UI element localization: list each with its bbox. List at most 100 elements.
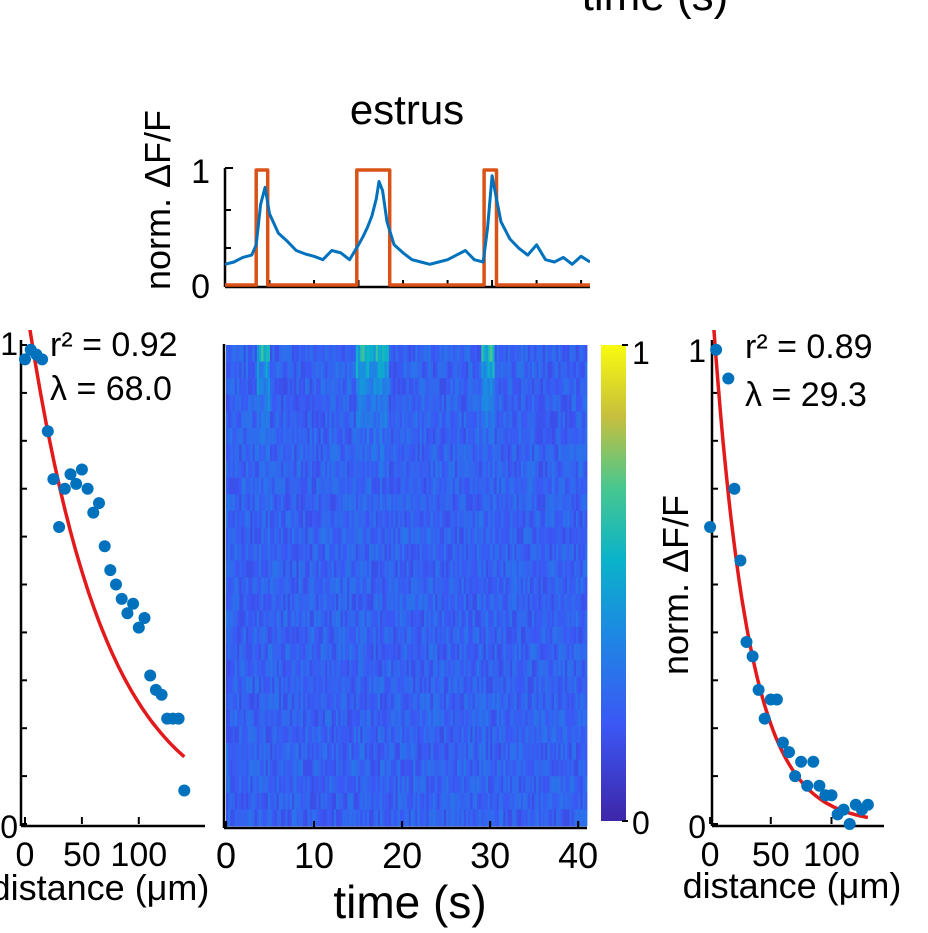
heatmap-cell (382, 693, 385, 711)
heatmap-cell (520, 593, 524, 611)
heatmap-cell (395, 577, 399, 595)
heatmap-cell (281, 593, 284, 611)
heatmap-cell (415, 394, 418, 412)
heatmap-cell (382, 726, 385, 744)
heatmap-cell (358, 427, 361, 445)
heatmap-cell (314, 477, 317, 495)
heatmap-cell (525, 494, 528, 512)
heatmap-cell (289, 660, 293, 678)
heatmap-cell (230, 560, 233, 578)
heatmap-cell (327, 809, 330, 827)
heatmap-cell (450, 626, 454, 644)
heatmap-cell (281, 626, 284, 644)
heatmap-cell (443, 593, 447, 611)
heatmap-cell (549, 743, 553, 761)
heatmap-cell (564, 477, 568, 495)
heatmap-cell (272, 693, 275, 711)
heatmap-cell (430, 693, 434, 711)
heatmap-cell (318, 660, 322, 678)
heatmap-cell (450, 676, 454, 694)
heatmap-cell (578, 378, 581, 396)
heatmap-cell (248, 477, 251, 495)
heatmap-cell (252, 709, 256, 727)
heatmap-cell (391, 809, 394, 827)
heatmap-cell (327, 394, 330, 412)
heatmap-cell (536, 361, 539, 379)
heatmap-cell (322, 743, 326, 761)
heatmap-cell (267, 444, 271, 462)
heatmap-cell (358, 560, 361, 578)
heatmap-cell (327, 643, 330, 661)
heatmap-cell (479, 411, 482, 429)
heatmap-cell (232, 676, 236, 694)
heatmap-cell (391, 610, 394, 628)
heatmap-xtick-label: 0 (216, 835, 236, 876)
heatmap-cell (567, 494, 570, 512)
heatmap-cell (542, 776, 546, 794)
heatmap-cell (446, 361, 449, 379)
heatmap-cell (377, 792, 381, 810)
heatmap-cell (501, 544, 504, 562)
heatmap-cell (228, 427, 231, 445)
heatmap-cell (551, 610, 555, 628)
heatmap-cell (472, 577, 476, 595)
heatmap-cell (340, 527, 344, 545)
heatmap-cell (300, 726, 304, 744)
heatmap-cell (426, 461, 429, 479)
heatmap-cell (349, 444, 352, 462)
heatmap-cell (340, 726, 344, 744)
heatmap-cell (296, 660, 300, 678)
heatmap-cell (239, 743, 242, 761)
heatmap-cell (494, 626, 498, 644)
heatmap-cell (501, 345, 504, 362)
heatmap-cell (349, 461, 352, 479)
heatmap-cell (408, 527, 412, 545)
heatmap-cell (305, 510, 308, 528)
heatmap-cell (278, 792, 282, 810)
heatmap-cell (468, 361, 471, 379)
heatmap-cell (584, 577, 588, 595)
heatmap-cell (263, 676, 267, 694)
heatmap-cell (492, 444, 495, 462)
heatmap-cell (426, 510, 429, 528)
heatmap-cell (377, 577, 381, 595)
heatmap-cell (549, 626, 553, 644)
heatmap-cell (232, 411, 236, 429)
heatmap-cell (245, 743, 249, 761)
heatmap-cell (382, 461, 385, 479)
heatmap-cell (294, 577, 297, 595)
heatmap-cell (538, 461, 542, 479)
heatmap-cell (498, 610, 502, 628)
heatmap-cell (366, 544, 370, 562)
left-data-point (155, 688, 168, 701)
heatmap-cell (483, 792, 487, 810)
heatmap-cell (426, 709, 429, 727)
heatmap-cell (571, 494, 575, 512)
heatmap-cell (430, 361, 434, 379)
heatmap-cell (470, 544, 473, 562)
heatmap-cell (388, 709, 392, 727)
heatmap-cell (327, 510, 330, 528)
heatmap-cell (459, 643, 462, 661)
heatmap-cell (406, 776, 410, 794)
heatmap-cell (322, 792, 326, 810)
heatmap-cell (307, 660, 311, 678)
heatmap-cell (281, 494, 284, 512)
heatmap-cell (294, 676, 297, 694)
heatmap-cell (421, 577, 425, 595)
heatmap-cell (338, 759, 341, 777)
heatmap-cell (527, 693, 531, 711)
heatmap-cell (503, 494, 506, 512)
heatmap-cell (509, 693, 513, 711)
heatmap-cell (415, 378, 418, 396)
heatmap-cell (384, 660, 388, 678)
heatmap-cell (569, 792, 572, 810)
heatmap-cell (340, 643, 344, 661)
heatmap-cell (516, 378, 520, 396)
heatmap-cell (415, 345, 418, 362)
heatmap-cell (432, 411, 436, 429)
heatmap-cell (232, 345, 236, 362)
heatmap-cell (584, 610, 588, 628)
heatmap-cell (276, 792, 280, 810)
heatmap-cell (265, 527, 269, 545)
